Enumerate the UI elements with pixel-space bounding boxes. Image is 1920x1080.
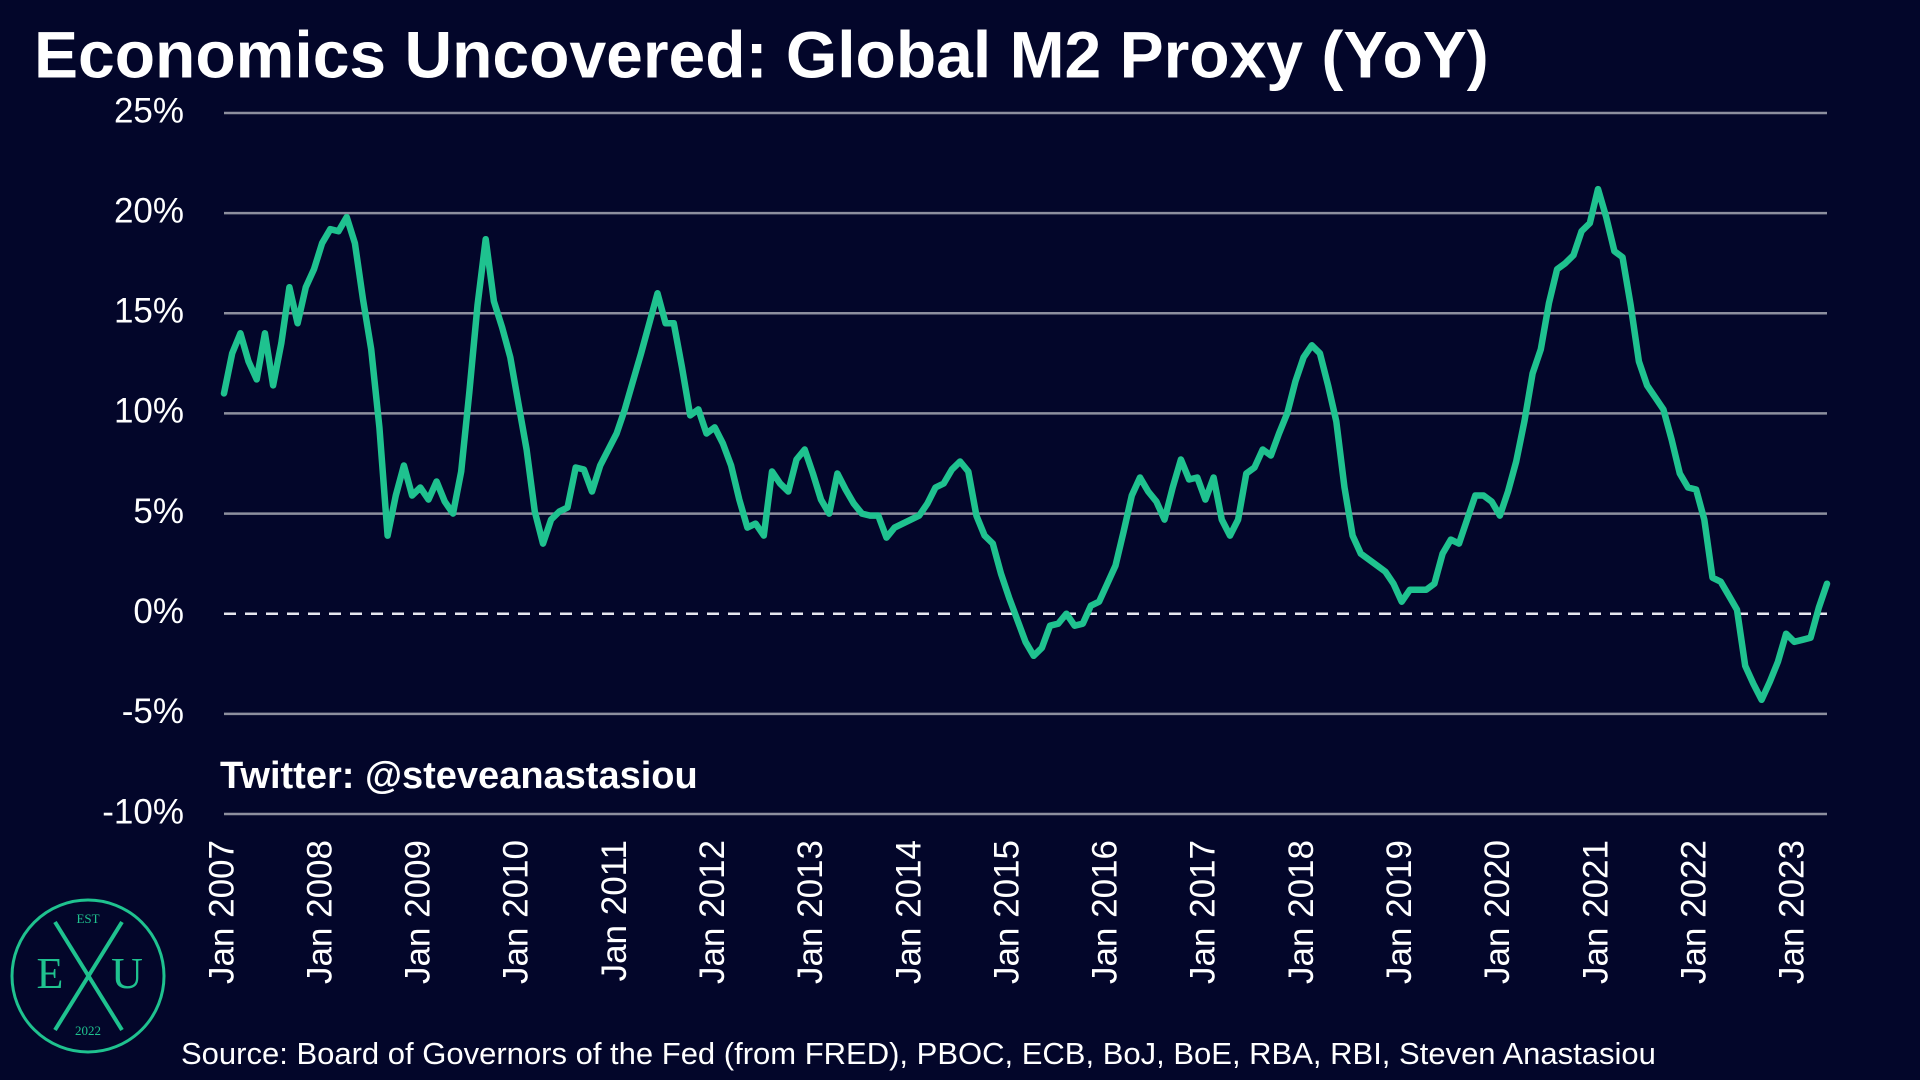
logo-stroke [53, 920, 124, 1032]
y-tick-label: 5% [133, 492, 184, 531]
annotation: Twitter: @steveanastasiou [220, 755, 698, 797]
x-tick-label: Jan 2018 [1282, 840, 1321, 984]
x-tick-label: Jan 2007 [202, 840, 241, 984]
logo: EST E U 2022 [10, 898, 166, 1054]
x-tick-label: Jan 2013 [791, 840, 830, 984]
logo-right: U [111, 949, 143, 998]
x-tick-label: Jan 2012 [693, 840, 732, 984]
y-tick-label: 25% [114, 91, 184, 130]
logo-left: E [37, 949, 64, 998]
series-line [220, 185, 1831, 704]
chart-title: Economics Uncovered: Global M2 Proxy (Yo… [34, 17, 1489, 91]
x-tick-label: Jan 2022 [1674, 840, 1713, 984]
x-tick-label: Jan 2015 [987, 840, 1026, 984]
y-tick-label: 20% [114, 191, 184, 230]
y-tick-label: 0% [133, 592, 184, 631]
x-tick-label: Jan 2011 [595, 840, 634, 981]
y-tick-label: 10% [114, 392, 184, 431]
logo-bottom: 2022 [75, 1023, 101, 1038]
source: Source: Board of Governors of the Fed (f… [181, 1036, 1656, 1071]
x-tick-label: Jan 2019 [1380, 840, 1419, 984]
x-tick-label: Jan 2023 [1773, 840, 1812, 984]
x-tick-label: Jan 2020 [1478, 840, 1517, 984]
x-tick-label: Jan 2010 [497, 840, 536, 984]
x-tick-label: Jan 2008 [300, 840, 339, 984]
y-tick-label: 15% [114, 292, 184, 331]
x-tick-label: Jan 2009 [399, 840, 438, 984]
x-tick-label: Jan 2014 [889, 840, 928, 984]
y-tick-label: -10% [102, 792, 184, 831]
y-tick-label: -5% [122, 692, 184, 731]
logo-top: EST [76, 911, 99, 926]
x-tick-label: Jan 2017 [1184, 840, 1223, 984]
x-tick-label: Jan 2016 [1086, 840, 1125, 984]
logo-ring [10, 898, 166, 1054]
x-tick-label: Jan 2021 [1576, 840, 1615, 984]
